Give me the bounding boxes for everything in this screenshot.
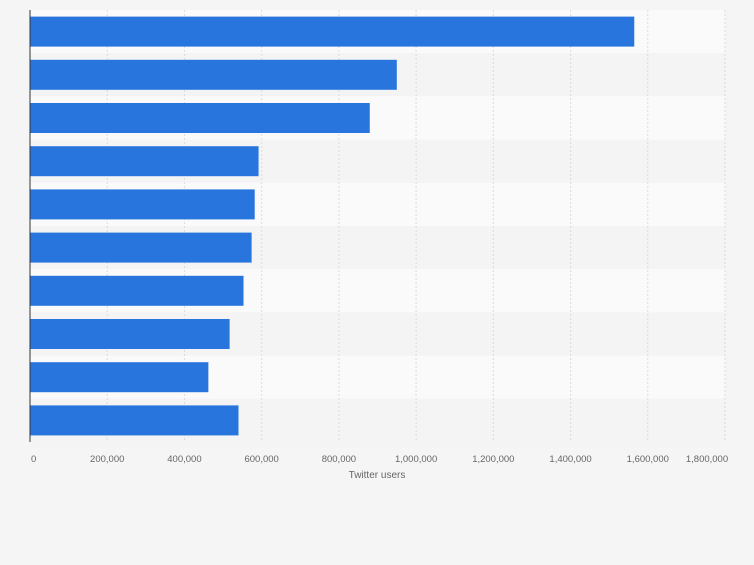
x-tick-label: 1,400,000 <box>549 454 591 465</box>
x-tick-label: 1,600,000 <box>627 454 669 465</box>
bar[interactable] <box>30 189 255 220</box>
x-axis-label: Twitter users <box>349 470 406 481</box>
bar[interactable] <box>30 232 252 263</box>
x-tick-labels: 0 200,000 400,000 600,000 800,000 1,000,000 1,… <box>31 454 728 465</box>
x-tick-label: 1,800,000 <box>686 454 728 465</box>
x-tick-label: 800,000 <box>322 454 356 465</box>
bar[interactable] <box>30 103 370 133</box>
bar[interactable] <box>30 59 397 90</box>
x-tick-label: 400,000 <box>167 454 201 465</box>
bar[interactable] <box>30 16 635 47</box>
x-tick-label: 1,000,000 <box>395 454 437 465</box>
bar[interactable] <box>30 319 230 349</box>
bar[interactable] <box>30 275 244 306</box>
x-tick-label: 200,000 <box>90 454 124 465</box>
bar[interactable] <box>30 362 209 393</box>
x-tick-label: 600,000 <box>244 454 278 465</box>
x-tick-label: 1,200,000 <box>472 454 514 465</box>
bar[interactable] <box>30 146 259 177</box>
bar[interactable] <box>30 405 239 436</box>
x-tick-label: 0 <box>31 454 36 465</box>
bars <box>30 16 635 436</box>
